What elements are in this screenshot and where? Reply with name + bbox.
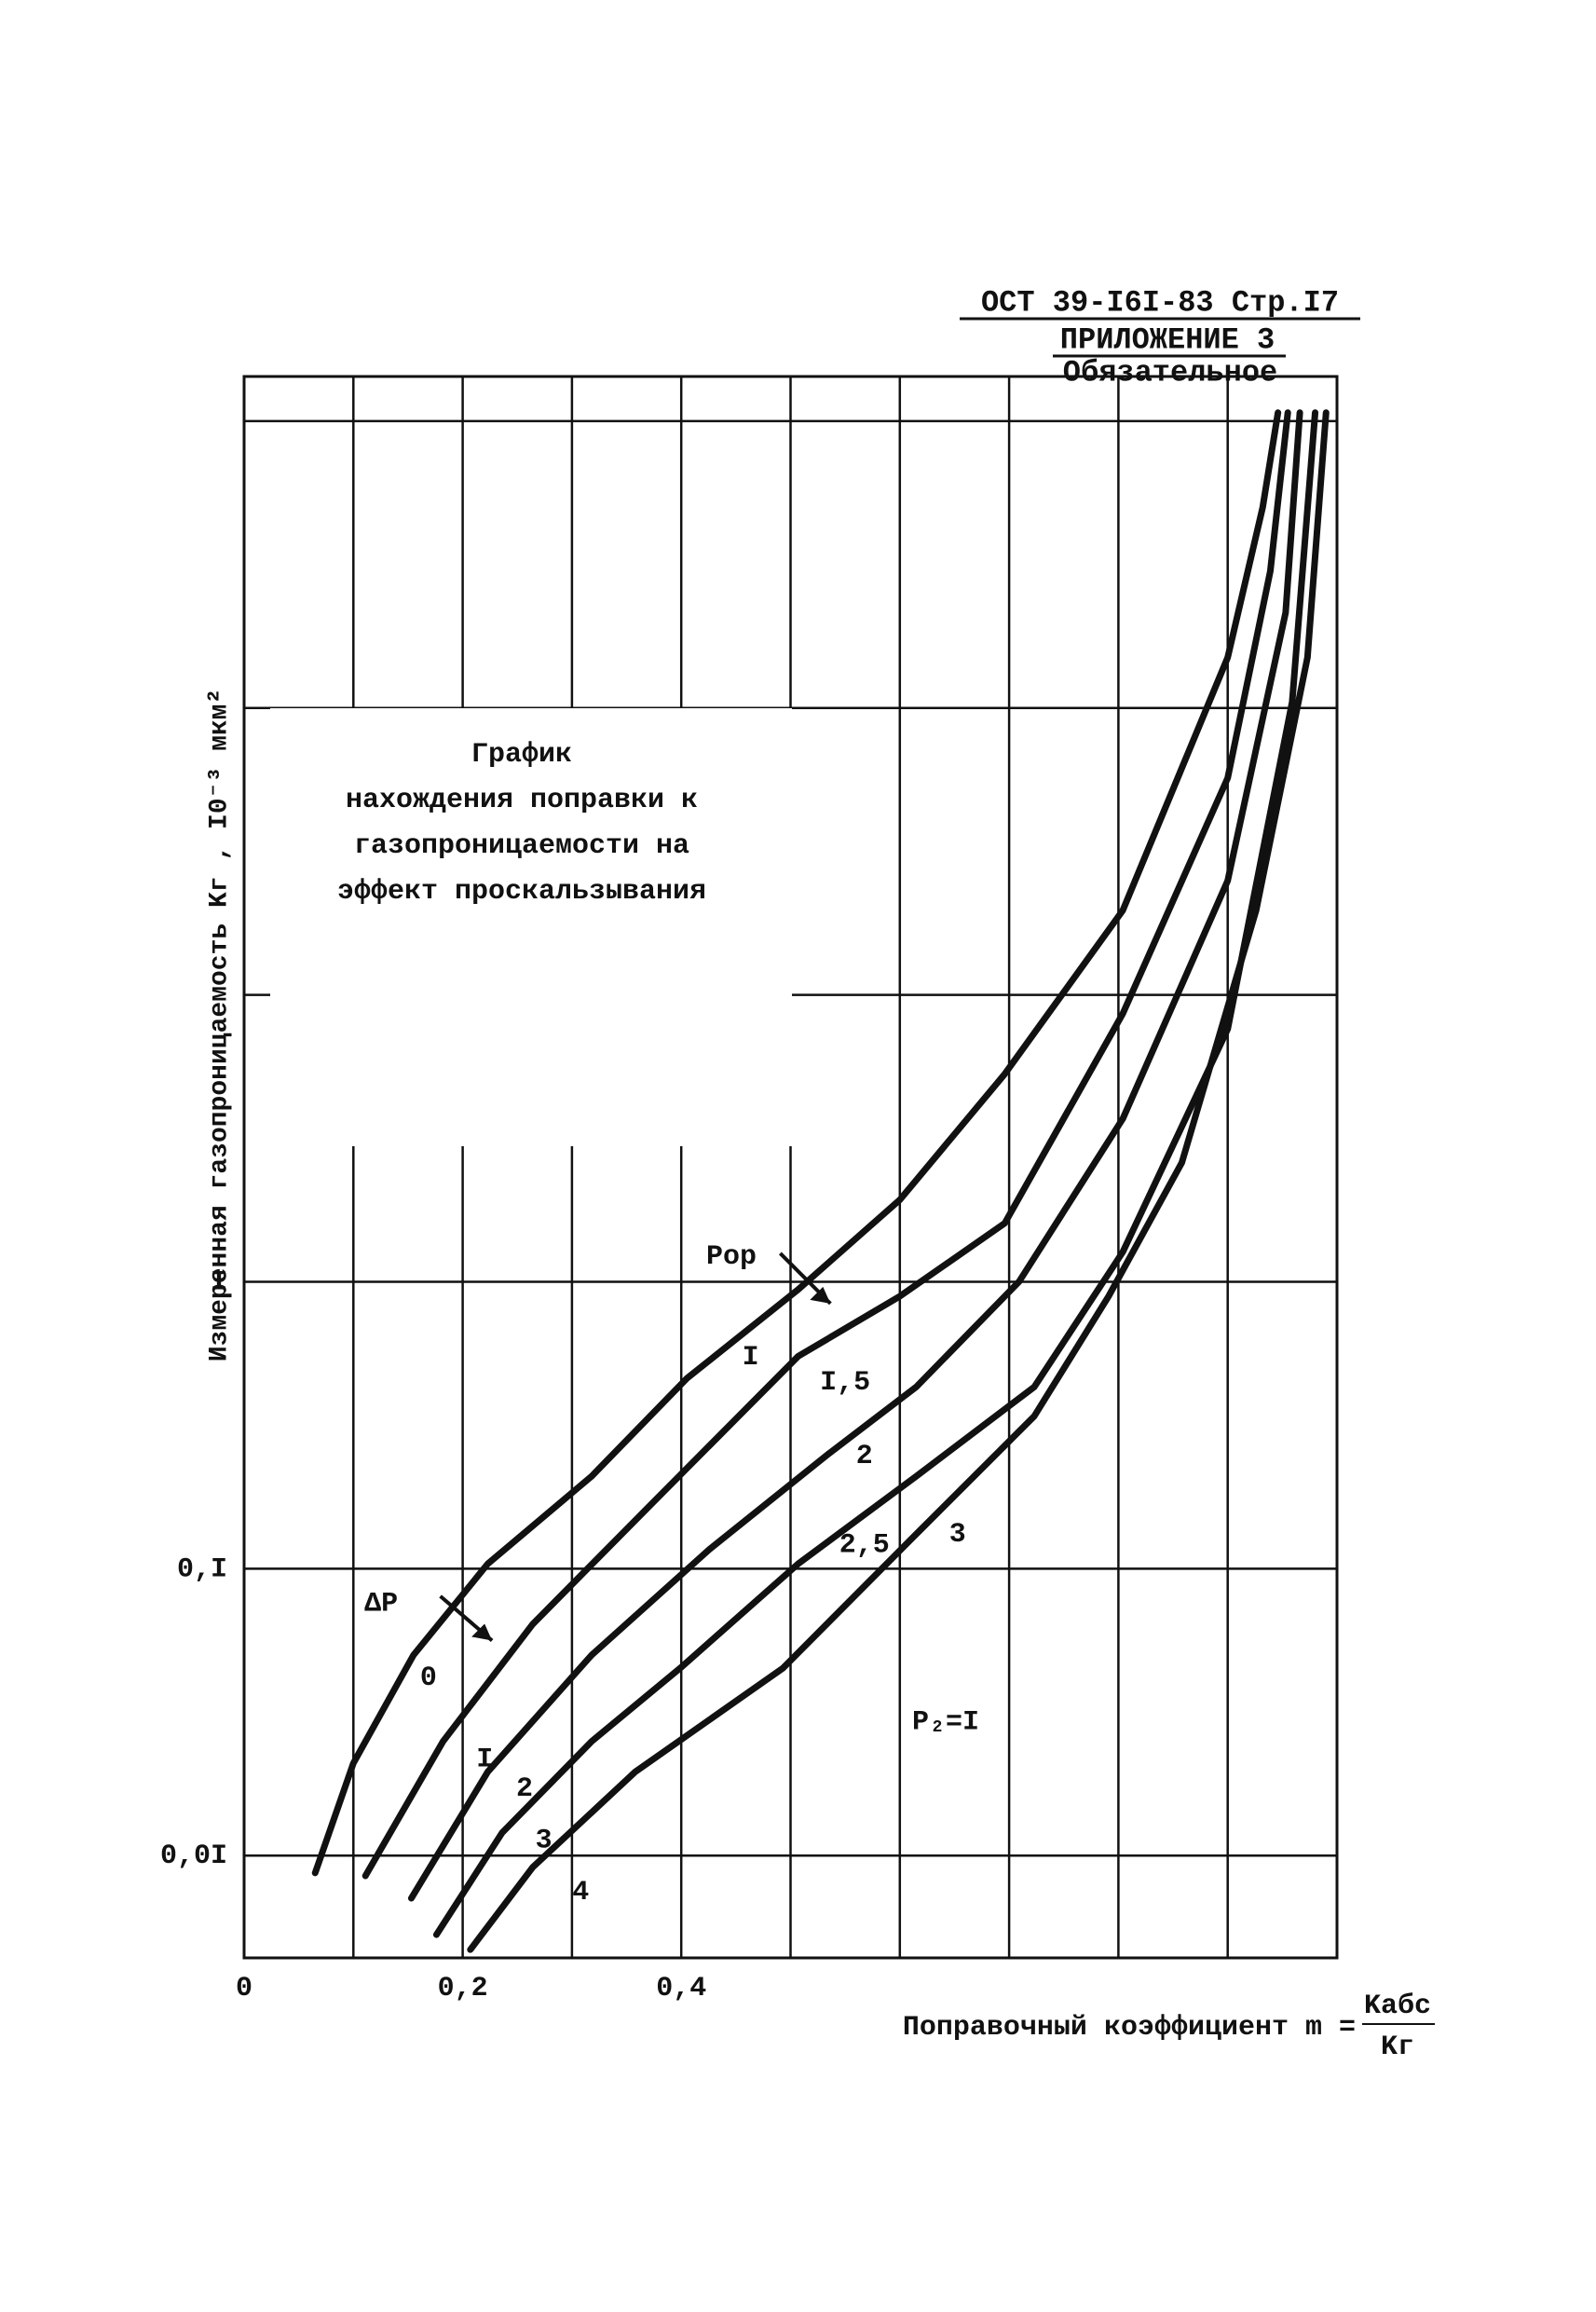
curve-label: 3 [536, 1825, 552, 1856]
curve-label: 2 [856, 1441, 873, 1472]
y-tick-label: 0,0I [160, 1840, 227, 1872]
arrow-head [810, 1286, 831, 1304]
curve [311, 409, 1282, 1877]
curve-label: 0 [420, 1662, 437, 1694]
x-axis-label: Поправочный коэффициент m = [903, 2012, 1356, 2044]
curve-label: I,5 [820, 1367, 870, 1399]
x-tick-label: 0,4 [656, 1973, 706, 2004]
curve-label: I [476, 1744, 493, 1775]
doc-code: ОСТ 39-I6I-83 Стр.I7 [981, 285, 1339, 320]
arrow-head [471, 1623, 493, 1641]
x-axis-label-den: Kг [1381, 2032, 1414, 2063]
appendix: ПРИЛОЖЕНИЕ 3 [1060, 322, 1275, 357]
plot: 0 0,2 0,4 0,0I 0,I I График нахождения поправки… [160, 375, 1435, 2063]
x-tick-label: 0,2 [438, 1973, 488, 2004]
annotation: P₂=I [912, 1707, 979, 1739]
curve-label: 2 [516, 1773, 533, 1805]
title-box [270, 708, 792, 1146]
chart-title: эффект проскальзывания [337, 876, 706, 908]
curve [361, 409, 1291, 1880]
x-axis-label-num: Kабс [1364, 1991, 1431, 2022]
curve [432, 409, 1319, 1938]
annotation: Pор [706, 1241, 757, 1273]
y-tick-label: I [211, 1266, 227, 1298]
curve [467, 409, 1330, 1953]
y-tick-label: 0,I [177, 1553, 227, 1585]
curve [407, 409, 1303, 1902]
curve-label: I [743, 1342, 759, 1374]
y-axis-label: Измеренная газопроницаемость Kг , I0⁻³ м… [205, 689, 234, 1362]
chart-title: График [471, 739, 572, 771]
annotation: ΔP [364, 1589, 398, 1621]
chart-title: газопроницаемости на [354, 830, 689, 862]
curve-label: 4 [572, 1877, 589, 1908]
status: Обязательное [1063, 355, 1277, 390]
curve-label: 2,5 [839, 1529, 890, 1561]
x-tick-label: 0 [236, 1973, 252, 2004]
chart-title: нахождения поправки к [346, 785, 698, 816]
curve-label: 3 [949, 1519, 966, 1551]
